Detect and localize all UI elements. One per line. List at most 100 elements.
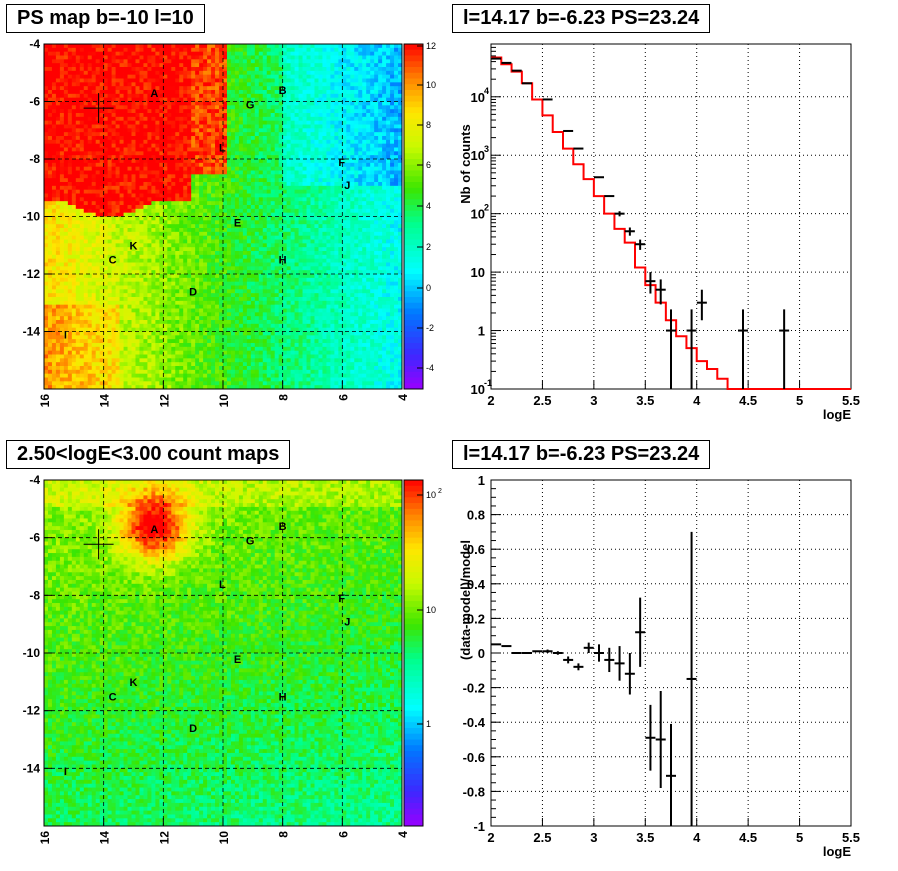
ps-map-source-K: K [130,240,138,252]
spectrum-model-line [491,56,851,390]
ps-map-colorbar-tick-label: 12 [426,41,436,51]
ps-map-source-F: F [338,157,345,169]
residuals-tick-label-y: -1 [473,819,485,834]
spectrum-tick-label-x: 4 [693,393,701,408]
count-map-source-L: L [219,579,226,591]
count-map-source-B: B [279,521,287,533]
count-map-colorbar-frame [403,479,424,827]
residuals-tick-label-y: 0.8 [467,508,485,523]
residuals-tick-label-x: 2.5 [533,830,551,845]
ps-map-cells [44,44,403,390]
count-map-source-D: D [189,723,197,735]
count-map-tick-label-x: 14 [98,831,112,845]
ps-map-source-J: J [344,180,350,192]
residuals-tick-label-y: -0.8 [463,784,485,799]
spectrum-tick-label-x: 3.5 [636,393,654,408]
ps-map-tick-label-x: 16 [38,394,52,408]
count-map-source-J: J [344,616,350,628]
ps-map-colorbar-tick-label: 10 [426,80,436,90]
spectrum-tick-label-x: 5.5 [842,393,860,408]
ps-map-source-C: C [109,255,117,267]
count-map-tick-label-y: -4 [29,473,40,487]
residuals-tick-label-x: 3.5 [636,830,654,845]
count-map-cells [44,480,403,827]
count-map-source-H: H [279,691,287,703]
count-map-colorbar-tick-exp: 2 [438,488,442,495]
spectrum-tick-label-x: 2 [487,393,494,408]
spectrum-tick-label-y: 10 [471,382,485,397]
ps-map-tick-label-y: -6 [29,95,40,109]
ps-map-colorbar-tick-label: -2 [426,323,434,333]
residuals-tick-label-x: 3 [590,830,597,845]
count-map-tick-label-x: 8 [277,831,291,838]
residuals-tick-label-x: 5 [796,830,803,845]
count-map-tick-label-y: -12 [23,704,41,718]
count-map-tick-label-y: -14 [23,761,41,775]
ps-map-source-A: A [150,88,158,100]
panel-title-spectrum: l=14.17 b=-6.23 PS=23.24 [452,4,711,33]
spectrum-tick-exp: 3 [484,144,489,154]
count-map-tick-label-x: 6 [336,831,350,838]
ps-map-tick-label-x: 10 [217,394,231,408]
count-map-tick-label-y: -10 [23,646,41,660]
spectrum-tick-label-y: 10 [471,90,485,105]
count-map-colorbar-tick-label: 1 [426,719,431,729]
ps-map-tick-label-y: -8 [29,152,40,166]
spectrum-tick-exp: 2 [484,203,489,213]
count-map-tick-label-x: 12 [157,831,171,845]
count-map-source-G: G [246,536,255,548]
spectrum-tick-exp: 4 [484,86,489,96]
ps-map-tick-label-y: -12 [23,267,41,281]
residuals-tick-label-y: -0.6 [463,750,485,765]
ps-map-colorbar-tick-label: 4 [426,201,431,211]
spectrum-tick-label-x: 2.5 [533,393,551,408]
ps-map-colorbar-tick-label: 8 [426,120,431,130]
residuals-tick-label-x: 4.5 [739,830,757,845]
count-map-tick-label-x: 4 [396,831,410,838]
ps-map-source-B: B [279,85,287,97]
panel-title-ps-map: PS map b=-10 l=10 [6,4,205,33]
spectrum-tick-label-x: 5 [796,393,803,408]
ps-map-colorbar-tick-label: 2 [426,242,431,252]
ps-map-tick-label-x: 14 [98,394,112,408]
ps-map-tick-label-x: 8 [277,394,291,401]
ps-map-tick-label-x: 4 [396,394,410,401]
ps-map-tick-label-x: 12 [157,394,171,408]
count-map-colorbar-tick-label: 10 [426,605,436,615]
spectrum-tick-label-y: 10 [471,148,485,163]
ps-map-tick-label-y: -14 [23,325,41,339]
residuals-tick-label-y: 0.6 [467,542,485,557]
residuals-tick-label-y: 0.4 [467,577,486,592]
count-map-tick-label-x: 10 [217,831,231,845]
ps-map-colorbar-tick-label: -4 [426,363,434,373]
spectrum-ylabel: Nb of counts [458,124,473,203]
residuals-tick-label-y: 0 [478,646,485,661]
ps-map-source-H: H [279,255,287,267]
residuals-tick-label-y: -0.2 [463,681,485,696]
count-map-source-C: C [109,691,117,703]
ps-map-tick-label-x: 6 [336,394,350,401]
ps-map-colorbar: 12 10 8 6 4 2 0 -2 -4 [403,41,436,390]
spectrum-tick-label-x: 4.5 [739,393,757,408]
spectrum-tick-label-y: 1 [478,324,485,339]
ps-map-source-G: G [246,99,255,111]
spectrum-tick-label-y: 10 [471,207,485,222]
spectrum-tick-label-x: 3 [590,393,597,408]
ps-map-source-D: D [189,286,197,298]
count-map-source-F: F [338,593,345,605]
count-map-tick-label-y: -6 [29,531,40,545]
panel-title-residuals: l=14.17 b=-6.23 PS=23.24 [452,440,711,469]
residuals-xlabel: logE [823,844,851,859]
count-map-tick-label-y: -8 [29,588,40,602]
ps-map-colorbar-tick-label: 6 [426,160,431,170]
ps-map-tick-label-y: -4 [29,37,40,51]
count-map-source-E: E [234,654,241,666]
count-map-colorbar-tick-label: 10 [426,490,436,500]
ps-map-colorbar-frame [403,43,424,390]
residuals-plot: 2 2.5 3 3.5 4 4.5 5 5.5 1 0.8 0.6 0.4 0.2 0 -0.2 -0.4 -0… [458,473,860,859]
ps-map-source-I: I [64,329,67,341]
count-map-source-K: K [130,677,138,689]
residuals-tick-label-x: 5.5 [842,830,860,845]
